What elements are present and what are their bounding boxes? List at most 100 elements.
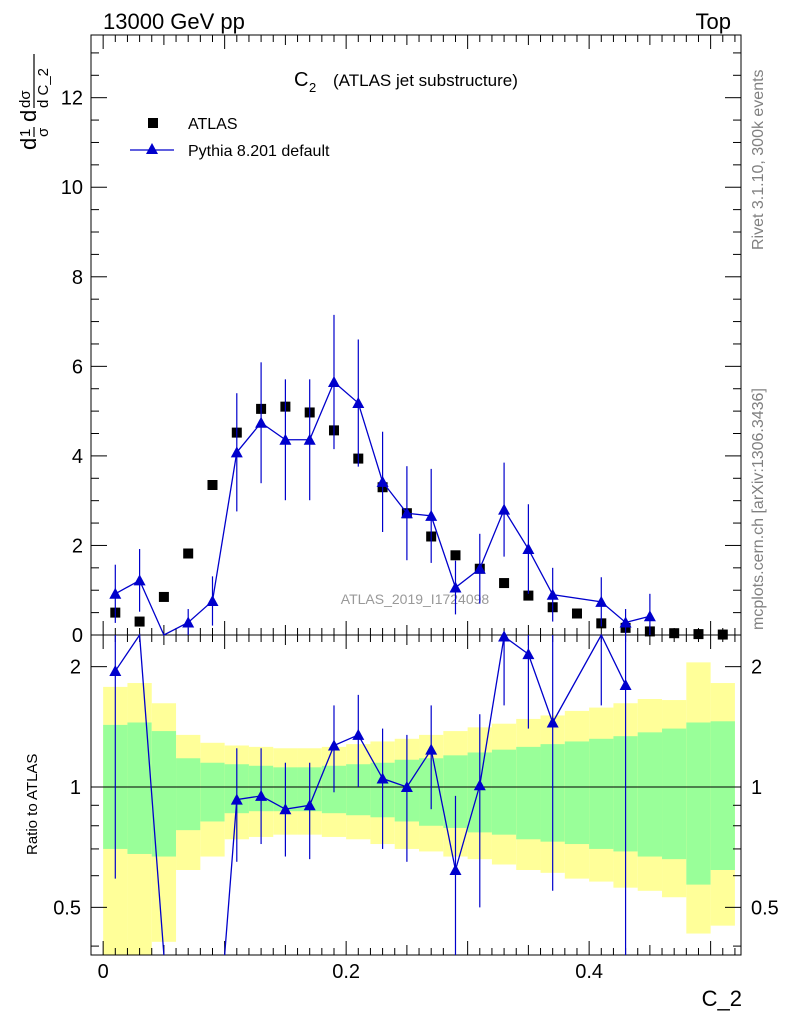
- main-title: C 2 (ATLAS jet substructure): [294, 69, 518, 95]
- ratio-y-label: Ratio to ATLAS: [24, 754, 41, 855]
- pythia-point: [643, 610, 656, 622]
- ratio-y-tick-label: 1: [70, 777, 81, 799]
- svg-text:2: 2: [309, 80, 316, 95]
- ratio-point: [425, 743, 438, 755]
- pythia-point: [473, 562, 486, 574]
- legend-pythia-label: Pythia 8.201 default: [188, 143, 330, 160]
- x-tick-label: 0.4: [575, 961, 603, 983]
- main-series: [109, 314, 728, 640]
- atlas-point: [669, 628, 680, 639]
- pythia-point: [109, 587, 122, 599]
- y-tick-label: 10: [61, 177, 83, 199]
- ratio-point: [255, 789, 268, 801]
- ratio-point: [109, 665, 122, 677]
- green-band-bin: [710, 721, 735, 871]
- green-band-bin: [516, 746, 541, 840]
- ratio-line-segment: [114, 633, 165, 956]
- ratio-y-tick-label-right: 1: [751, 777, 762, 799]
- pythia-point: [400, 507, 413, 519]
- y-tick-label: 0: [72, 625, 83, 647]
- ratio-y-tick-label-right: 0.5: [751, 897, 779, 919]
- green-band-bin: [564, 741, 590, 845]
- header-left: 13000 GeV pp: [103, 9, 245, 34]
- pythia-point: [522, 543, 535, 555]
- green-band-bin: [151, 731, 177, 857]
- x-axis-label: C_2: [702, 986, 742, 1011]
- green-band-bin: [637, 732, 663, 857]
- svg-text:d: d: [16, 110, 41, 122]
- y-tick-label: 4: [72, 446, 83, 468]
- pythia-point: [498, 503, 511, 515]
- ratio-point: [546, 716, 559, 728]
- ratio-frame: [90, 634, 742, 956]
- x-tick-label: 0.2: [332, 961, 360, 983]
- pythia-point: [619, 616, 632, 628]
- ratio-series: [109, 630, 632, 956]
- ratio-point: [376, 772, 389, 784]
- x-tick-label: 0: [98, 961, 109, 983]
- green-band-bin: [589, 738, 614, 849]
- ratio-uncertainty-bands: [103, 662, 735, 955]
- ratio-point: [522, 648, 535, 660]
- pythia-point: [303, 433, 316, 445]
- atlas-point: [717, 629, 728, 640]
- ratio-point: [352, 728, 365, 740]
- ratio-point: [449, 864, 462, 876]
- svg-text:1: 1: [17, 129, 34, 137]
- ratio-y-tick-label: 0.5: [53, 897, 81, 919]
- pythia-point: [230, 446, 243, 458]
- y-tick-label: 2: [72, 535, 83, 557]
- ratio-y-tick-label: 2: [70, 657, 81, 679]
- atlas-point: [134, 616, 145, 627]
- atlas-point: [499, 578, 510, 589]
- y-tick-label: 12: [61, 88, 83, 110]
- y-tick-label: 8: [72, 267, 83, 289]
- atlas-point: [571, 608, 582, 619]
- svg-text:(ATLAS jet substructure): (ATLAS jet substructure): [333, 71, 518, 90]
- pythia-point: [327, 376, 340, 388]
- rivet-label: Rivet 3.1.10, 300k events: [750, 69, 767, 250]
- atlas-point: [183, 548, 194, 559]
- ratio-point: [498, 630, 511, 642]
- pythia-point: [376, 475, 389, 487]
- pythia-line: [114, 380, 651, 636]
- legend: ATLAS Pythia 8.201 default: [130, 116, 330, 160]
- ratio-point: [619, 678, 632, 690]
- mcplots-label: mcplots.cern.ch [arXiv:1306.3436]: [750, 388, 767, 630]
- ratio-point: [279, 803, 292, 815]
- pythia-point: [595, 595, 608, 607]
- pythia-point: [352, 397, 365, 409]
- green-band-bin: [491, 749, 517, 835]
- ratio-point: [473, 779, 486, 791]
- svg-text:dσ: dσ: [17, 90, 34, 108]
- ratio-y-tick-label-right: 2: [751, 657, 762, 679]
- pythia-point: [133, 574, 146, 586]
- atlas-point: [207, 480, 218, 490]
- green-band-bin: [200, 762, 225, 822]
- ratio-point: [327, 739, 340, 751]
- ratio-point: [230, 793, 243, 805]
- legend-pythia-marker: [146, 143, 158, 154]
- green-band-bin: [662, 728, 687, 860]
- svg-text:d: d: [16, 138, 41, 150]
- atlas-point: [523, 590, 534, 601]
- svg-text:σ: σ: [35, 127, 52, 137]
- pythia-point: [206, 594, 219, 606]
- svg-text:C: C: [294, 69, 308, 91]
- atlas-point: [158, 591, 169, 602]
- atlas-point: [450, 550, 461, 561]
- y-tick-label: 6: [72, 356, 83, 378]
- pythia-point: [255, 416, 268, 428]
- analysis-watermark: ATLAS_2019_I1724098: [341, 591, 490, 607]
- pythia-point: [279, 433, 292, 445]
- ratio-point: [400, 781, 413, 793]
- legend-atlas-label: ATLAS: [188, 116, 238, 133]
- pythia-point: [425, 509, 438, 521]
- atlas-point: [693, 629, 704, 640]
- svg-text:d C_2: d C_2: [35, 68, 52, 108]
- green-band-bin: [176, 758, 201, 831]
- pythia-point: [449, 581, 462, 593]
- main-y-label: d 1 σ d dσ d C_2: [16, 54, 52, 150]
- legend-atlas-marker: [148, 118, 158, 128]
- ratio-point: [303, 799, 316, 811]
